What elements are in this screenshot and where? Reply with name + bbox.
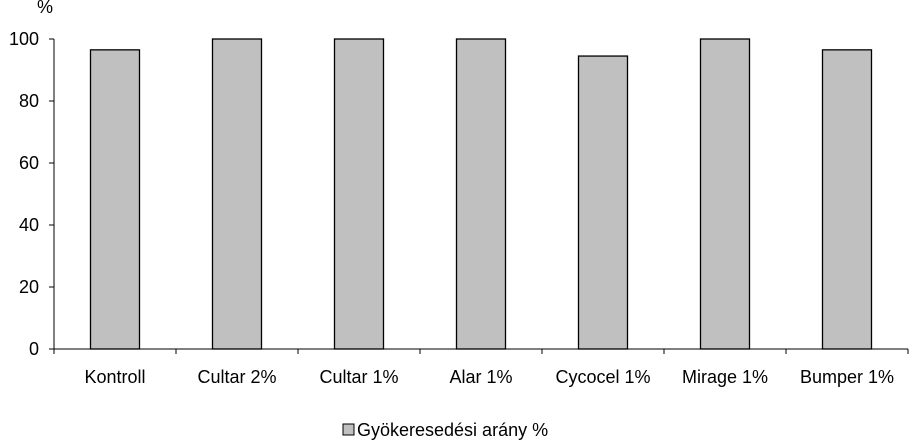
x-tick-label: Cultar 1% bbox=[319, 367, 398, 387]
y-tick-label: 100 bbox=[9, 29, 39, 49]
x-tick-label: Cycocel 1% bbox=[555, 367, 650, 387]
bar bbox=[699, 38, 751, 350]
bar bbox=[333, 38, 385, 350]
x-tick-label: Kontroll bbox=[84, 367, 145, 387]
bar bbox=[455, 38, 507, 350]
y-tick-label: 40 bbox=[19, 215, 39, 235]
bar bbox=[577, 55, 629, 350]
y-tick-label: 0 bbox=[29, 339, 39, 359]
legend-swatch bbox=[342, 423, 355, 436]
y-tick-label: 80 bbox=[19, 91, 39, 111]
x-tick-label: Cultar 2% bbox=[197, 367, 276, 387]
y-axis: 0 20 40 60 80 100 bbox=[9, 29, 55, 359]
bar bbox=[89, 49, 141, 350]
legend: Gyökeresedési arány % bbox=[342, 420, 548, 440]
x-axis: Kontroll Cultar 2% Cultar 1% Alar 1% Cycocel… bbox=[53, 348, 909, 387]
x-tick-label: Bumper 1% bbox=[800, 367, 894, 387]
legend-label: Gyökeresedési arány % bbox=[357, 420, 548, 440]
y-axis-label: % bbox=[37, 0, 53, 17]
bar bbox=[821, 49, 873, 350]
x-tick-label: Alar 1% bbox=[449, 367, 512, 387]
y-tick-label: 20 bbox=[19, 277, 39, 297]
y-tick-label: 60 bbox=[19, 153, 39, 173]
bar bbox=[211, 38, 263, 350]
bar-series bbox=[89, 38, 873, 350]
x-tick-label: Mirage 1% bbox=[682, 367, 768, 387]
